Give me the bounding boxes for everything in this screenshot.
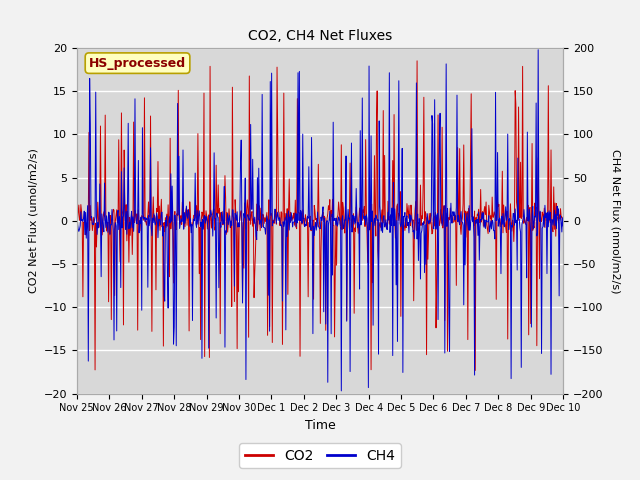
Y-axis label: CH4 Net Flux (nmol/m2/s): CH4 Net Flux (nmol/m2/s): [610, 148, 620, 293]
X-axis label: Time: Time: [305, 419, 335, 432]
Legend: CO2, CH4: CO2, CH4: [239, 443, 401, 468]
Y-axis label: CO2 Net Flux (umol/m2/s): CO2 Net Flux (umol/m2/s): [28, 148, 38, 293]
Text: HS_processed: HS_processed: [89, 57, 186, 70]
Title: CO2, CH4 Net Fluxes: CO2, CH4 Net Fluxes: [248, 29, 392, 43]
